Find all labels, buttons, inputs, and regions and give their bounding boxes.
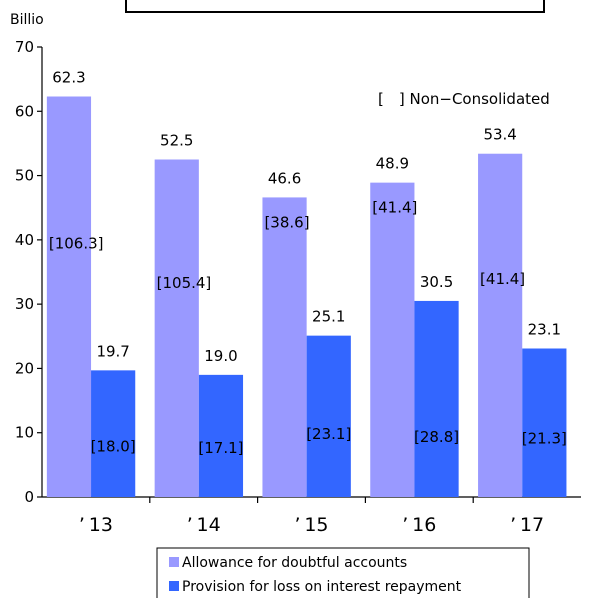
unit-label: Billio	[10, 12, 44, 28]
data-labels: ’ 13 62.3 [106.3] 19.7 [18.0] ’ 14 52.5 [105.4]…	[49, 69, 567, 537]
y-tick-label: 40	[15, 231, 34, 249]
y-tick-label: 20	[15, 359, 34, 377]
bar-1	[522, 348, 567, 497]
non-consolidated-label: [28.8]	[414, 428, 459, 446]
category-label: ’ 15	[294, 514, 328, 536]
non-consolidated-label: [17.1]	[198, 439, 243, 457]
y-tick-label: 60	[15, 102, 34, 120]
non-consolidated-label: [23.1]	[306, 425, 351, 443]
value-label: 62.3	[52, 69, 85, 87]
value-label: 25.1	[312, 308, 345, 326]
bar-1	[91, 370, 136, 497]
bar-0	[154, 159, 199, 497]
value-label: 53.4	[483, 126, 516, 144]
bar-0	[370, 182, 415, 497]
category-label: ’ 17	[510, 514, 544, 536]
value-label: 48.9	[376, 155, 409, 173]
value-label: 52.5	[160, 132, 193, 150]
bar-0	[46, 96, 92, 497]
non-consolidated-label: [18.0]	[91, 437, 136, 455]
y-tick-label: 50	[15, 167, 34, 185]
category-label: ’ 16	[402, 514, 436, 536]
non-consolidated-label: [41.4]	[480, 270, 525, 288]
value-label: 23.1	[528, 321, 561, 339]
legend-swatch-1	[169, 581, 179, 591]
value-label: 19.0	[204, 347, 237, 365]
legend-box	[156, 547, 530, 598]
bar-1	[198, 374, 244, 497]
non-consolidated-label: [21.3]	[522, 430, 567, 448]
value-label: 30.5	[420, 273, 453, 291]
legend-label-1: Provision for loss on interest repayment	[182, 579, 462, 595]
bar-0	[262, 197, 307, 497]
non-consolidated-note: [ ] Non−Consolidated	[378, 90, 550, 108]
legend-swatch-0	[169, 557, 179, 567]
value-label: 19.7	[96, 342, 129, 360]
value-label: 46.6	[268, 169, 301, 187]
y-tick-label: 0	[24, 488, 34, 506]
non-consolidated-label: [41.4]	[372, 199, 417, 217]
y-tick-label: 70	[15, 38, 34, 56]
legend: Allowance for doubtful accounts Provision…	[156, 547, 530, 598]
non-consolidated-label: [106.3]	[49, 235, 104, 253]
y-tick-label: 30	[15, 295, 34, 313]
y-tick-label: 10	[15, 424, 34, 442]
bar-1	[306, 335, 351, 497]
bar-0	[478, 153, 523, 497]
category-label: ’ 13	[79, 514, 113, 536]
non-consolidated-label: [38.6]	[264, 213, 309, 231]
legend-label-0: Allowance for doubtful accounts	[182, 555, 407, 571]
bar-1	[414, 300, 459, 497]
title-box	[125, 0, 545, 13]
bars	[46, 96, 567, 497]
non-consolidated-label: [105.4]	[157, 274, 212, 292]
category-label: ’ 14	[187, 514, 221, 536]
